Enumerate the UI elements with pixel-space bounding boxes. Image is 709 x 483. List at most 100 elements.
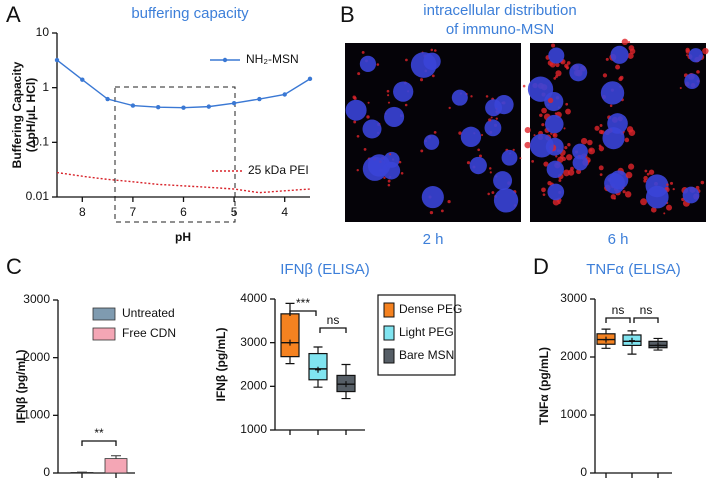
stain <box>361 50 365 54</box>
legend-label: Untreated <box>122 306 175 320</box>
legend-swatch <box>383 302 395 318</box>
y-axis-label: IFNβ (pg/mL) <box>214 328 228 402</box>
stain <box>555 70 562 77</box>
y-tick-label: 0.1 <box>32 135 49 149</box>
stain <box>419 78 424 82</box>
stain <box>387 179 391 183</box>
stain <box>619 75 624 80</box>
nucleus <box>393 81 414 102</box>
nucleus <box>602 127 625 150</box>
stain <box>519 157 522 160</box>
nucleus <box>527 76 554 102</box>
stain <box>598 165 604 171</box>
stain <box>615 64 621 70</box>
significance-bracket <box>319 327 347 333</box>
nucleus <box>529 133 554 158</box>
legend-swatch <box>383 325 395 341</box>
data-point <box>80 77 85 82</box>
stain <box>531 159 535 163</box>
stain <box>524 127 531 134</box>
stain <box>366 115 370 119</box>
stain <box>541 123 545 127</box>
nucleus <box>604 172 625 194</box>
stain <box>485 95 489 98</box>
nucleus <box>382 161 401 180</box>
stain <box>487 192 490 196</box>
nucleus <box>645 185 669 209</box>
stain <box>685 54 689 57</box>
stain <box>405 58 408 62</box>
nucleus <box>384 106 405 127</box>
stain <box>495 117 498 120</box>
panel-title: of immuno-MSN <box>446 21 554 38</box>
data-point <box>257 96 262 102</box>
nucleus <box>684 73 700 90</box>
nucleus <box>548 47 565 64</box>
stain <box>387 101 391 104</box>
significance-label: ** <box>94 426 104 440</box>
panel-letter: C <box>6 254 22 279</box>
stain <box>609 104 613 108</box>
legend-frame <box>377 294 456 376</box>
stain <box>356 168 359 172</box>
stain <box>542 193 546 197</box>
nucleus <box>359 55 377 72</box>
y-tick-label: 2000 <box>23 350 50 364</box>
panel-letter: A <box>6 2 21 27</box>
stain <box>356 134 360 138</box>
nucleus <box>501 149 518 166</box>
data-point <box>231 100 237 106</box>
data-point <box>54 57 60 63</box>
stain <box>547 97 554 104</box>
data-point <box>156 104 161 110</box>
legend-swatch <box>92 327 116 341</box>
stain <box>466 161 471 165</box>
y-tick-label: 3000 <box>23 292 50 306</box>
y-tick-label: 3000 <box>560 291 587 305</box>
mean-marker <box>603 336 609 343</box>
stain <box>565 65 568 68</box>
y-axis-label: IFNβ (pg/mL) <box>14 350 28 424</box>
stain <box>398 160 402 164</box>
stain <box>598 145 605 152</box>
data-point <box>105 96 110 102</box>
stain <box>644 169 648 173</box>
stain <box>628 163 635 170</box>
x-tick-label: 5 <box>231 205 238 219</box>
stain <box>429 210 434 215</box>
stain <box>404 103 408 107</box>
stain <box>478 154 483 158</box>
significance-bracket <box>605 317 631 323</box>
panel-title: intracellular distribution <box>423 2 576 19</box>
y-tick-label: 4000 <box>240 291 267 305</box>
nucleus <box>493 171 513 191</box>
significance-bracket <box>81 440 117 446</box>
y-tick-label: 3000 <box>240 335 267 349</box>
stain <box>627 41 631 44</box>
significance-label: ns <box>640 303 653 317</box>
x-tick-label: 8 <box>79 205 86 219</box>
nucleus <box>610 45 629 64</box>
stain <box>550 43 556 48</box>
stain <box>628 45 635 51</box>
legend-label: Dense PEG <box>399 302 462 316</box>
nucleus <box>682 186 700 204</box>
stain <box>599 173 603 177</box>
stain <box>539 113 543 118</box>
stain <box>558 179 562 182</box>
stain <box>543 161 549 167</box>
stain <box>587 139 593 146</box>
chart-title: buffering capacity <box>131 5 249 22</box>
stain <box>376 63 380 66</box>
stain <box>488 118 492 122</box>
stain <box>470 95 473 98</box>
significance-bracket <box>633 317 659 323</box>
y-tick-label: 0 <box>43 465 50 479</box>
stain <box>625 171 633 179</box>
stain <box>522 84 526 88</box>
stain <box>433 49 437 52</box>
mean-marker <box>629 337 635 344</box>
nucleus <box>451 89 468 106</box>
stain <box>554 112 557 115</box>
nucleus <box>569 63 588 82</box>
